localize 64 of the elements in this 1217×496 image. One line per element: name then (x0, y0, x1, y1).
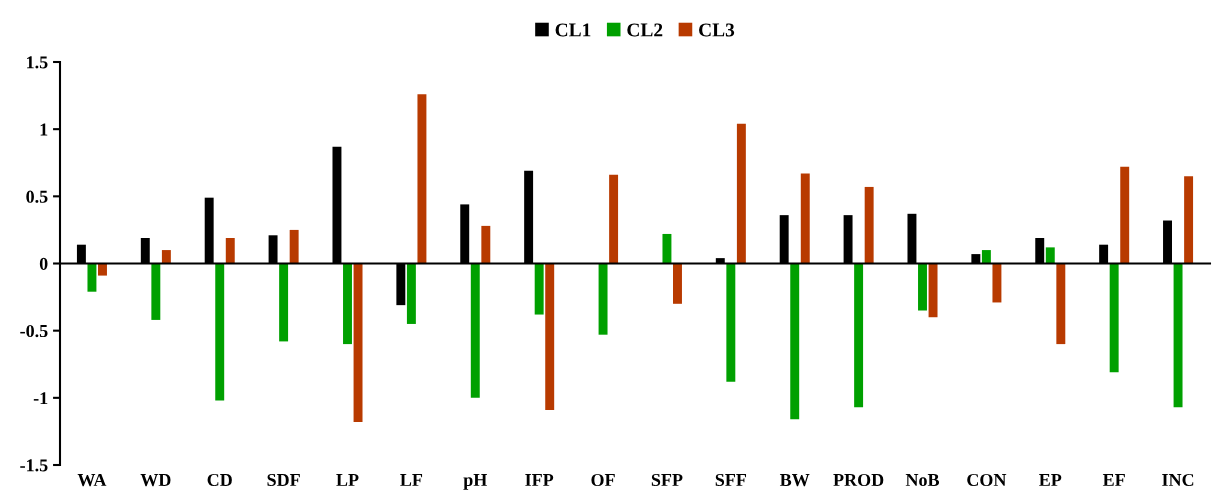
y-tick-label: -0.5 (20, 324, 48, 338)
x-tick-label: LP (336, 474, 359, 486)
bar (225, 237, 235, 264)
bar (981, 250, 991, 264)
x-tick-label: pH (463, 474, 488, 490)
x-tick-label: SFF (715, 473, 747, 487)
bar (918, 263, 927, 311)
y-tick-label: 0 (39, 257, 48, 270)
bar (279, 263, 289, 342)
bar (534, 263, 544, 315)
bar (98, 263, 107, 276)
y-tick-label: 1 (40, 123, 48, 136)
x-tick-label: OF (591, 473, 615, 487)
x-tick-label: INC (1162, 473, 1194, 487)
bar (545, 263, 555, 410)
bar (406, 263, 416, 324)
bar (736, 123, 746, 264)
bar (992, 263, 1002, 303)
bar (928, 263, 938, 318)
x-tick-label: SDF (267, 473, 300, 487)
bar (417, 94, 427, 264)
bar (609, 174, 619, 264)
legend-label: CL1 (555, 23, 591, 37)
bar (215, 263, 225, 401)
bar (151, 263, 161, 320)
bar (1120, 166, 1130, 264)
x-tick-label: IFP (525, 474, 554, 486)
x-tick-label: EP (1039, 474, 1062, 486)
bar (481, 225, 491, 264)
bar (1184, 176, 1194, 264)
bar (1045, 247, 1055, 264)
legend-label: CL3 (699, 23, 735, 37)
x-tick-label: EF (1102, 474, 1125, 486)
bar (343, 263, 352, 345)
x-tick-label: NoB (905, 474, 940, 487)
x-tick-label: PROD (833, 473, 884, 487)
x-tick-label: CON (967, 473, 1007, 487)
bar (726, 263, 736, 382)
x-tick-label: LF (400, 474, 423, 486)
bar (1109, 263, 1119, 373)
y-tick-label: -1.5 (20, 459, 48, 472)
y-tick-label: -1 (33, 392, 48, 405)
bar (790, 263, 800, 420)
x-tick-label: SFP (651, 473, 683, 487)
x-tick-label: WA (77, 473, 107, 487)
bar (353, 263, 363, 423)
bar (800, 173, 810, 264)
y-tick-label: 1.5 (27, 56, 48, 69)
bar (864, 186, 874, 264)
bar (161, 250, 171, 264)
bar (662, 233, 672, 264)
y-tick-label: 0.5 (26, 190, 48, 203)
legend-label: CL2 (627, 23, 663, 37)
bar (289, 229, 299, 264)
bar (1056, 263, 1066, 345)
bar (87, 263, 97, 292)
bar (673, 263, 682, 304)
x-tick-label: CD (207, 473, 232, 487)
bar (854, 263, 864, 408)
x-tick-label: WD (140, 474, 171, 487)
bar (598, 263, 608, 335)
bar (1173, 263, 1183, 408)
bar (470, 263, 480, 398)
x-tick-label: BW (779, 474, 810, 487)
